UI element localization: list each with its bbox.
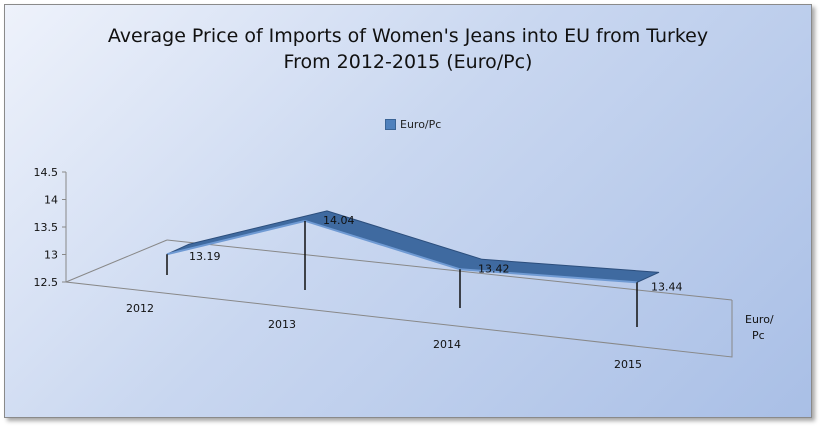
chart-title-line-2: From 2012-2015 (Euro/Pc)	[283, 51, 533, 73]
floor-back-edge	[166, 239, 733, 301]
x-category-label: 2014	[433, 338, 461, 351]
chart-title-line-1: Average Price of Imports of Women's Jean…	[107, 25, 709, 47]
y-tick-label: 14	[44, 194, 58, 207]
y-tick-label: 12.5	[34, 276, 59, 289]
legend-swatch	[385, 119, 396, 130]
floor-back-left	[65, 239, 168, 283]
series-ribbon-front-edge	[166, 219, 638, 284]
data-label: 14.04	[323, 214, 355, 227]
depth-axis-label-line-1: Euro/	[745, 313, 774, 326]
y-tick-label: 13.5	[34, 221, 59, 234]
x-category-label: 2015	[614, 358, 642, 371]
data-label: 13.42	[478, 262, 510, 275]
depth-axis-label-line-2: Pc	[752, 329, 765, 342]
legend-label: Euro/Pc	[400, 118, 442, 131]
data-label: 13.19	[189, 250, 221, 263]
x-category-label: 2013	[268, 318, 296, 331]
chart-frame: Average Price of Imports of Women's Jean…	[4, 4, 812, 418]
data-label: 13.44	[651, 280, 683, 293]
y-tick-label: 14.5	[34, 166, 59, 179]
chart-title: Average Price of Imports of Women's Jean…	[5, 23, 811, 75]
x-category-label: 2012	[126, 302, 154, 315]
y-tick-label: 13	[44, 249, 58, 262]
legend: Euro/Pc	[385, 118, 441, 131]
series-ribbon-top	[166, 210, 660, 283]
